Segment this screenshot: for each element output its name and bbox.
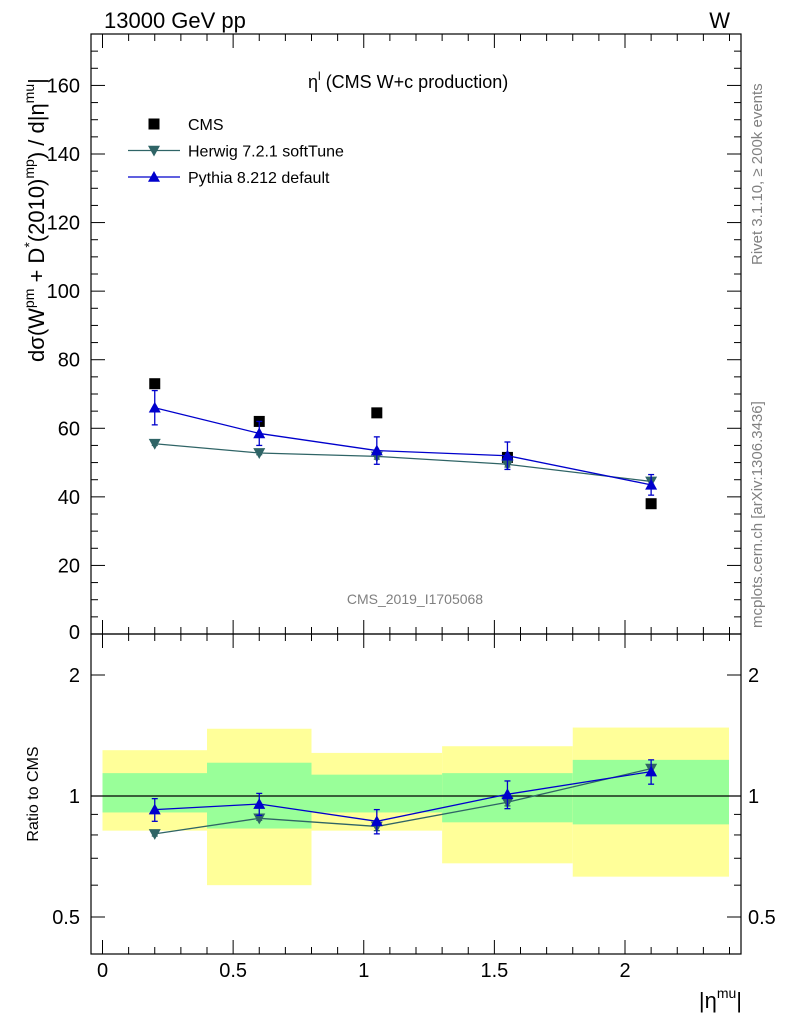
ratio-plot-panel: 0.5 0.5 1 1 2 2 0 0.5 1 1.5 2 Ratio to CMS |ηmu| [25, 633, 776, 1013]
ratio-data-layer [148, 759, 658, 840]
series-pythia [148, 389, 658, 496]
data-point [370, 444, 383, 456]
legend-label: Herwig 7.2.1 softTune [188, 144, 344, 161]
series-cms [149, 378, 657, 510]
main-title-eta: ηl (CMS W+c production) [308, 69, 508, 92]
x-axis-label: |ηmu| [699, 985, 742, 1013]
ratio-data-point [148, 803, 161, 815]
data-point [149, 378, 161, 390]
title-rest: (CMS W+c production) [321, 72, 509, 92]
x-label-superscript: mu [717, 985, 736, 1001]
data-point [645, 478, 658, 490]
ratio-y-tick-label-right: 0.5 [748, 907, 776, 929]
title-superscript: l [318, 69, 321, 83]
legend-label: Pythia 8.212 default [188, 170, 330, 187]
x-label-end: | [736, 988, 742, 1013]
main-y-tick-label: 140 [47, 144, 80, 166]
title-symbol: η [308, 72, 318, 92]
main-y-tick-label: 120 [47, 213, 80, 235]
data-point [253, 427, 266, 439]
legend-label: CMS [188, 117, 224, 134]
ratio-y-axis-label: Ratio to CMS [25, 746, 42, 841]
header-channel: W [709, 8, 730, 33]
series-herwig [148, 438, 658, 488]
ratio-y-tick-label: 1 [69, 786, 80, 808]
data-point [371, 407, 383, 419]
ratio-frame [90, 633, 742, 955]
x-tick-labels: 0 0.5 1 1.5 2 [97, 960, 631, 982]
main-y-tick-label: 60 [58, 418, 80, 440]
main-y-tick-label: 100 [47, 281, 80, 303]
ratio-series-pythia [148, 759, 658, 835]
x-tick-label: 0 [97, 960, 108, 982]
main-plot-panel: 20 40 60 80 100 120 140 160 0 ηl (CMS W+c produc… [21, 33, 742, 644]
x-tick-label: 2 [619, 960, 630, 982]
legend-marker [148, 171, 160, 182]
data-point [501, 449, 514, 461]
green-band [311, 774, 443, 813]
main-y-tick-label: 40 [58, 487, 80, 509]
main-y-tick-label: 20 [58, 555, 80, 577]
analysis-watermark: CMS_2019_I1705068 [347, 591, 483, 607]
main-y-tick-label: 160 [47, 75, 80, 97]
ratio-data-point [253, 798, 266, 809]
ratio-y-tick-label-right: 2 [748, 665, 759, 687]
ratio-data-point [501, 788, 514, 800]
main-y-tick-labels: 20 40 60 80 100 120 140 160 0 [47, 75, 80, 644]
ratio-data-point [370, 815, 383, 827]
ratio-data-point [645, 765, 658, 777]
main-y-tick-label: 80 [58, 350, 80, 372]
x-label-main: |η [699, 988, 717, 1013]
ratio-y-tick-label: 0.5 [52, 907, 80, 929]
legend-marker [148, 145, 160, 157]
data-point [148, 401, 161, 413]
main-data-layer [148, 378, 658, 510]
x-tick-label: 0.5 [219, 960, 247, 982]
ratio-uncertainty-bands [91, 727, 741, 886]
ratio-y-tick-label-right: 1 [748, 786, 759, 808]
legend-marker [148, 118, 160, 130]
ratio-y-tick-label: 2 [69, 665, 80, 687]
legend: CMS Herwig 7.2.1 softTune Pythia 8.212 def… [128, 117, 344, 187]
main-y-tick-label-zero: 0 [69, 622, 80, 644]
data-point [148, 438, 161, 450]
data-point [253, 448, 266, 459]
ratio-axis-ticks [91, 634, 741, 954]
x-tick-label: 1 [358, 960, 369, 982]
ratio-data-point [148, 829, 161, 840]
ratio-y-tick-labels: 0.5 0.5 1 1 2 2 [52, 665, 776, 929]
rivet-version-label: Rivet 3.1.10, ≥ 200k events [749, 83, 766, 265]
ratio-data-point [253, 813, 266, 825]
main-y-axis-label: dσ(Wpm + D*(2010)mp) / d|ηmu| [21, 78, 49, 362]
series-line [154, 407, 652, 486]
mcplots-reference-label: mcplots.cern.ch [arXiv:1306.3436] [749, 401, 766, 628]
data-point [645, 498, 657, 510]
x-tick-label: 1.5 [480, 960, 508, 982]
header-process: 13000 GeV pp [104, 8, 246, 33]
series-line [154, 443, 652, 483]
main-axis-ticks [91, 34, 741, 635]
